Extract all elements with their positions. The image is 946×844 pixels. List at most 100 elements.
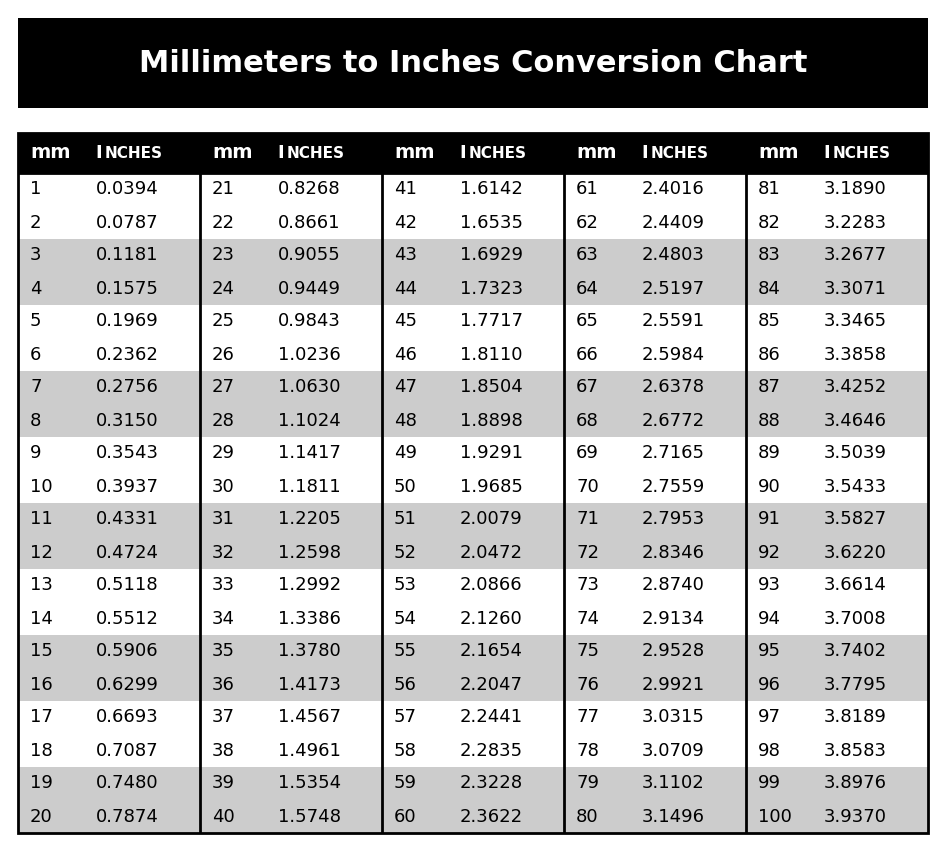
Bar: [200, 470, 382, 503]
Text: 0.1575: 0.1575: [96, 279, 159, 297]
Bar: [382, 133, 564, 173]
Text: 2.5591: 2.5591: [641, 312, 705, 331]
Text: 3.6220: 3.6220: [824, 544, 886, 561]
Text: 17: 17: [30, 708, 53, 727]
Text: 87: 87: [758, 378, 780, 397]
Bar: [18, 635, 200, 668]
Bar: [200, 437, 382, 470]
Bar: [564, 133, 746, 173]
Bar: [18, 206, 200, 239]
Text: 1.4567: 1.4567: [278, 708, 341, 727]
Text: 28: 28: [212, 412, 235, 430]
Text: 2.7559: 2.7559: [641, 478, 705, 495]
Bar: [564, 569, 746, 602]
Bar: [746, 206, 928, 239]
Text: NCHES: NCHES: [105, 145, 163, 160]
Text: 18: 18: [30, 742, 53, 760]
Bar: [200, 239, 382, 272]
Text: 85: 85: [758, 312, 780, 331]
Bar: [564, 701, 746, 734]
Text: 3.9370: 3.9370: [824, 808, 886, 825]
Bar: [200, 133, 382, 173]
Text: 4: 4: [30, 279, 42, 297]
Bar: [200, 701, 382, 734]
Bar: [746, 437, 928, 470]
Text: 0.9449: 0.9449: [278, 279, 341, 297]
Text: 1.6142: 1.6142: [460, 181, 522, 198]
Text: 71: 71: [576, 511, 599, 528]
Bar: [18, 133, 928, 833]
Bar: [18, 800, 200, 833]
Text: 0.0787: 0.0787: [96, 214, 158, 231]
Text: 3.5433: 3.5433: [824, 478, 887, 495]
Text: 0.1181: 0.1181: [96, 246, 158, 264]
Bar: [200, 371, 382, 404]
Text: 1.9291: 1.9291: [460, 445, 523, 463]
Text: 0.7087: 0.7087: [96, 742, 158, 760]
Text: 2.6772: 2.6772: [641, 412, 705, 430]
Text: 3: 3: [30, 246, 42, 264]
Bar: [18, 371, 200, 404]
Text: 2.0472: 2.0472: [460, 544, 523, 561]
Text: 29: 29: [212, 445, 235, 463]
Text: 3.1496: 3.1496: [641, 808, 705, 825]
Text: 1.9685: 1.9685: [460, 478, 522, 495]
Bar: [564, 206, 746, 239]
Text: 6: 6: [30, 345, 42, 364]
Text: 1.2205: 1.2205: [278, 511, 341, 528]
Bar: [18, 668, 200, 701]
Bar: [18, 569, 200, 602]
Text: 94: 94: [758, 609, 781, 627]
Text: 2.0866: 2.0866: [460, 576, 522, 594]
Text: 12: 12: [30, 544, 53, 561]
Bar: [564, 305, 746, 338]
Bar: [18, 767, 200, 800]
Text: 65: 65: [576, 312, 599, 331]
Text: 14: 14: [30, 609, 53, 627]
Text: 0.4724: 0.4724: [96, 544, 159, 561]
Text: 3.1102: 3.1102: [641, 775, 705, 793]
Text: 72: 72: [576, 544, 599, 561]
Text: 1.1417: 1.1417: [278, 445, 341, 463]
Text: 41: 41: [394, 181, 417, 198]
Text: 3.3465: 3.3465: [824, 312, 886, 331]
Text: 75: 75: [576, 642, 599, 661]
Text: 77: 77: [576, 708, 599, 727]
Bar: [746, 470, 928, 503]
Text: 34: 34: [212, 609, 235, 627]
Text: 2.5984: 2.5984: [641, 345, 705, 364]
Text: 1.3386: 1.3386: [278, 609, 341, 627]
Text: 19: 19: [30, 775, 53, 793]
Text: 0.7874: 0.7874: [96, 808, 159, 825]
Text: 48: 48: [394, 412, 417, 430]
Bar: [564, 338, 746, 371]
Text: 69: 69: [576, 445, 599, 463]
Text: 0.9843: 0.9843: [278, 312, 341, 331]
Bar: [564, 437, 746, 470]
Bar: [564, 371, 746, 404]
Text: 0.8268: 0.8268: [278, 181, 341, 198]
Text: 1.0630: 1.0630: [278, 378, 341, 397]
Text: 3.4646: 3.4646: [824, 412, 886, 430]
Bar: [382, 470, 564, 503]
Text: 10: 10: [30, 478, 53, 495]
Text: 1.5748: 1.5748: [278, 808, 341, 825]
Text: 0.3543: 0.3543: [96, 445, 159, 463]
Bar: [746, 173, 928, 206]
Text: 31: 31: [212, 511, 235, 528]
Bar: [200, 602, 382, 635]
Bar: [746, 668, 928, 701]
Bar: [746, 404, 928, 437]
Text: 1.8504: 1.8504: [460, 378, 522, 397]
Text: 97: 97: [758, 708, 781, 727]
Bar: [382, 668, 564, 701]
Text: 1.4173: 1.4173: [278, 675, 341, 694]
Text: 33: 33: [212, 576, 235, 594]
Text: 36: 36: [212, 675, 235, 694]
Text: 3.0709: 3.0709: [641, 742, 705, 760]
Text: 58: 58: [394, 742, 417, 760]
Bar: [18, 305, 200, 338]
Text: 47: 47: [394, 378, 417, 397]
Bar: [746, 701, 928, 734]
Text: mm: mm: [30, 143, 71, 163]
